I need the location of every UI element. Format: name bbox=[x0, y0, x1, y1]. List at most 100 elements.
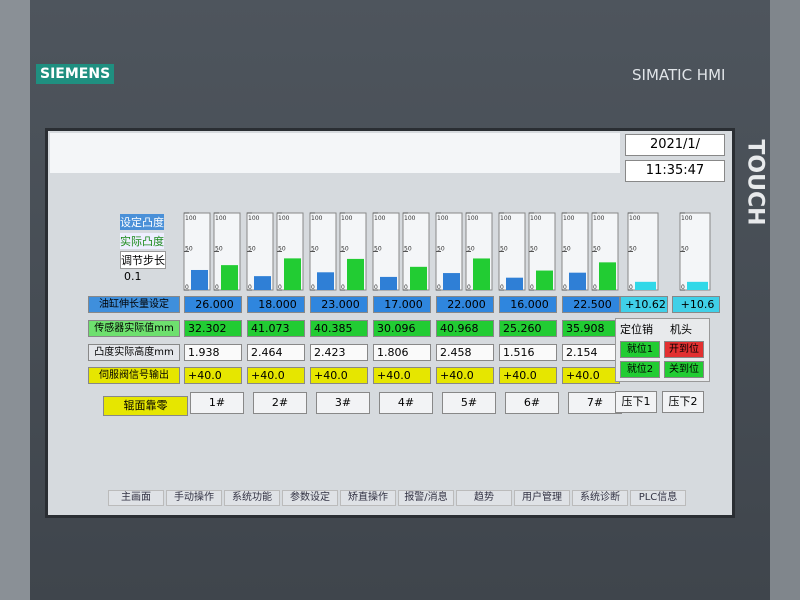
gauge-bar bbox=[380, 276, 397, 290]
title-bar bbox=[50, 133, 620, 173]
gauge-bar bbox=[506, 277, 523, 290]
gauge-bar bbox=[687, 281, 708, 290]
head-label: 机头 bbox=[670, 323, 692, 336]
gauge-tick-label: 50 bbox=[374, 246, 382, 253]
gauge-tick-label: 100 bbox=[530, 215, 542, 222]
row-value: 40.385 bbox=[310, 320, 368, 337]
row-value: 32.302 bbox=[184, 320, 242, 337]
gauge-bar bbox=[317, 272, 334, 290]
gauge-bar bbox=[284, 258, 301, 290]
press-button[interactable]: 压下2 bbox=[662, 391, 704, 413]
nav-button[interactable]: 参数设定 bbox=[282, 490, 338, 506]
gauge-tick-label: 100 bbox=[563, 215, 575, 222]
gauge-tick-label: 100 bbox=[278, 215, 290, 222]
row-value: +40.0 bbox=[310, 367, 368, 384]
gauge-bar bbox=[569, 272, 586, 290]
row-value: 26.000 bbox=[184, 296, 242, 313]
roll-button[interactable]: 5# bbox=[442, 392, 496, 414]
row-value: 25.260 bbox=[499, 320, 557, 337]
status-lamp: 就位2 bbox=[620, 361, 660, 378]
gauge-tick-label: 50 bbox=[629, 246, 637, 253]
gauge-tick-label: 0 bbox=[374, 284, 378, 291]
nav-button[interactable]: 系统功能 bbox=[224, 490, 280, 506]
step-label: 调节步长 bbox=[120, 251, 166, 269]
row-value: 17.000 bbox=[373, 296, 431, 313]
model: SIMATIC HMI bbox=[632, 66, 726, 84]
row-label: 伺服阀信号输出 bbox=[88, 367, 180, 384]
gauge-tick-label: 50 bbox=[500, 246, 508, 253]
nav-button[interactable]: 系统诊断 bbox=[572, 490, 628, 506]
roll-button[interactable]: 3# bbox=[316, 392, 370, 414]
gauge-bar bbox=[410, 266, 427, 290]
nav-button[interactable]: 趋势 bbox=[456, 490, 512, 506]
legend-setpoint: 设定凸度 bbox=[120, 214, 164, 230]
brand: SIEMENS bbox=[36, 64, 115, 84]
nav-button[interactable]: 主画面 bbox=[108, 490, 164, 506]
gauge-tick-label: 100 bbox=[437, 215, 449, 222]
row-label: 凸度实际高度mm bbox=[88, 344, 180, 361]
row-value: 18.000 bbox=[247, 296, 305, 313]
gauge-tick-label: 50 bbox=[215, 246, 223, 253]
gauge-tick-label: 100 bbox=[593, 215, 605, 222]
gauge-tick-label: 100 bbox=[374, 215, 386, 222]
gauge-tick-label: 0 bbox=[404, 284, 408, 291]
gauge-tick-label: 100 bbox=[341, 215, 353, 222]
status-lamp: 开到位 bbox=[664, 341, 704, 358]
gauge-bar bbox=[599, 262, 616, 290]
gauge-tick-label: 100 bbox=[185, 215, 197, 222]
press-button[interactable]: 压下1 bbox=[615, 391, 657, 413]
row-value: 1.938 bbox=[184, 344, 242, 361]
roll-button[interactable]: 6# bbox=[505, 392, 559, 414]
bezel-right bbox=[770, 0, 800, 600]
row-label: 油缸伸长量设定 bbox=[88, 296, 180, 313]
nav-button[interactable]: 用户管理 bbox=[514, 490, 570, 506]
gauge-tick-label: 0 bbox=[563, 284, 567, 291]
row-value: +40.0 bbox=[373, 367, 431, 384]
gauge-tick-label: 50 bbox=[681, 246, 689, 253]
gauge-tick-label: 0 bbox=[500, 284, 504, 291]
roll-button[interactable]: 1# bbox=[190, 392, 244, 414]
nav-button[interactable]: PLC信息 bbox=[630, 490, 686, 506]
roll-button[interactable]: 2# bbox=[253, 392, 307, 414]
gauge-tick-label: 0 bbox=[437, 284, 441, 291]
gauge-tick-label: 50 bbox=[404, 246, 412, 253]
row-value: 35.908 bbox=[562, 320, 620, 337]
gauge-tick-label: 0 bbox=[278, 284, 282, 291]
row-value: +10.6 bbox=[672, 296, 720, 313]
gauge-tick-label: 100 bbox=[629, 215, 641, 222]
gauge-bar bbox=[536, 270, 553, 290]
bezel-left bbox=[0, 0, 30, 600]
row-value: 30.096 bbox=[373, 320, 431, 337]
gauge-bar bbox=[473, 258, 490, 290]
row-value: 1.806 bbox=[373, 344, 431, 361]
gauge-tick-label: 50 bbox=[278, 246, 286, 253]
row-value: 22.500 bbox=[562, 296, 620, 313]
gauge-tick-label: 100 bbox=[215, 215, 227, 222]
zero-label: 辊面靠零 bbox=[103, 396, 188, 416]
gauge-tick-label: 100 bbox=[500, 215, 512, 222]
gauge-tick-label: 50 bbox=[341, 246, 349, 253]
nav-button[interactable]: 手动操作 bbox=[166, 490, 222, 506]
gauge-tick-label: 0 bbox=[530, 284, 534, 291]
gauge-bar bbox=[635, 281, 656, 290]
roll-button[interactable]: 4# bbox=[379, 392, 433, 414]
row-value: 2.464 bbox=[247, 344, 305, 361]
date: 2021/1/ bbox=[625, 134, 725, 156]
roll-button[interactable]: 7# bbox=[568, 392, 622, 414]
step-value: 0.1 bbox=[124, 270, 142, 283]
gauge-tick-label: 50 bbox=[248, 246, 256, 253]
gauge-tick-label: 50 bbox=[563, 246, 571, 253]
row-label: 传感器实际值mm bbox=[88, 320, 180, 337]
row-value: 1.516 bbox=[499, 344, 557, 361]
row-value: +10.62 bbox=[620, 296, 668, 313]
row-value: 2.154 bbox=[562, 344, 620, 361]
gauge-tick-label: 50 bbox=[593, 246, 601, 253]
nav-button[interactable]: 报警/消息 bbox=[398, 490, 454, 506]
row-value: +40.0 bbox=[562, 367, 620, 384]
gauge-tick-label: 50 bbox=[467, 246, 475, 253]
nav-button[interactable]: 矫直操作 bbox=[340, 490, 396, 506]
time: 11:35:47 bbox=[625, 160, 725, 182]
row-value: 41.073 bbox=[247, 320, 305, 337]
gauge-tick-label: 0 bbox=[593, 284, 597, 291]
